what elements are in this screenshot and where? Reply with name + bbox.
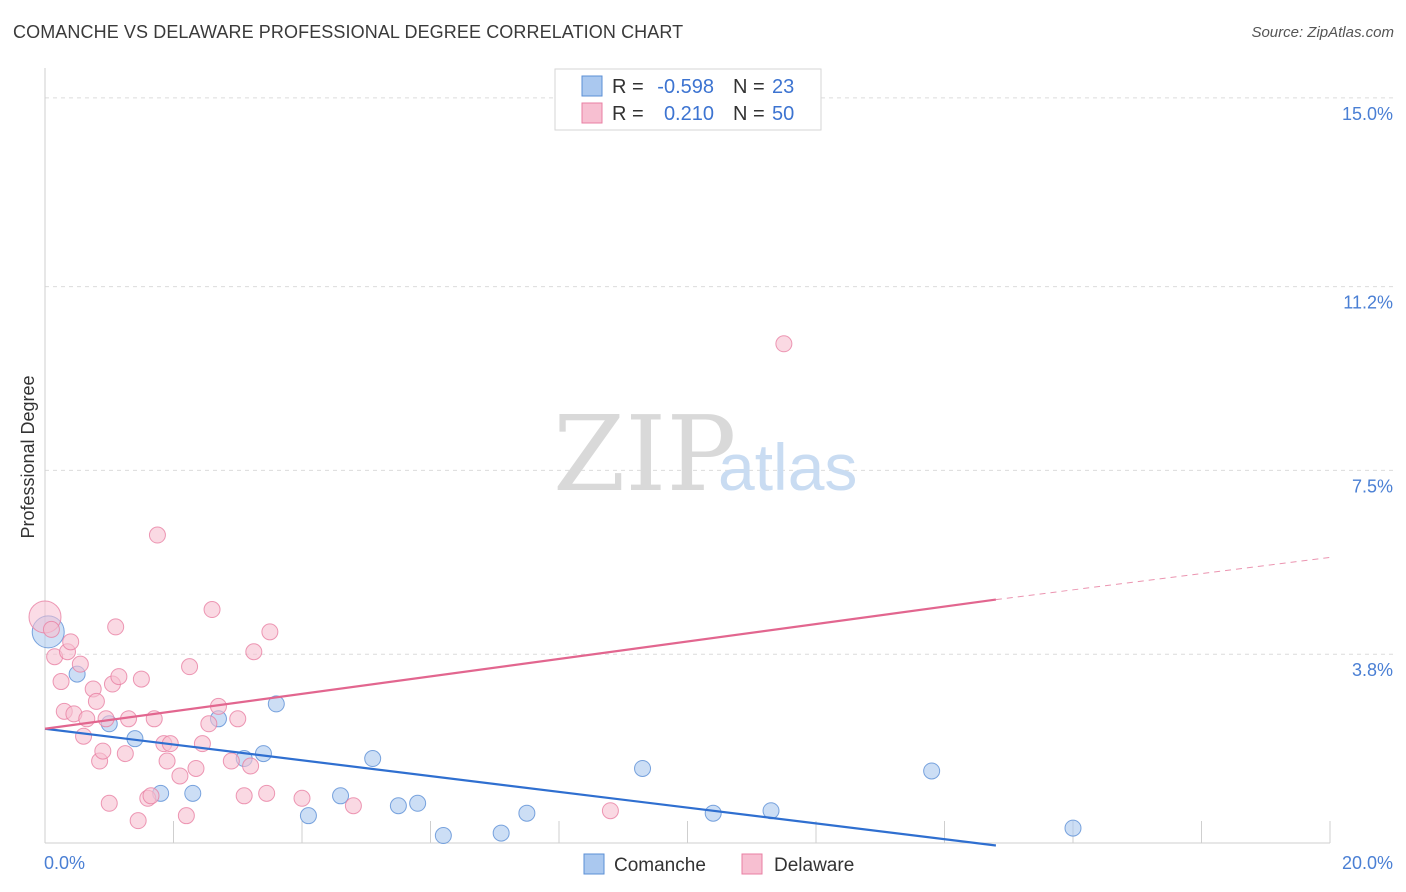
delaware-point-46	[293, 789, 311, 807]
legend-swatch-delaware	[581, 102, 603, 124]
delaware-point-39	[222, 752, 240, 770]
comanche-point-22	[1064, 819, 1082, 837]
delaware-point-31	[171, 767, 189, 785]
delaware-point-19	[110, 668, 128, 686]
legend-n-label-2: N =	[733, 103, 765, 125]
legend-bottom-label-delaware: Delaware	[774, 855, 854, 876]
legend-swatch-comanche	[581, 75, 603, 97]
delaware-point-47	[344, 797, 362, 815]
delaware-point-29	[158, 752, 176, 770]
legend-bottom: Comanche Delaware	[583, 853, 854, 876]
comanche-point-14	[409, 794, 427, 812]
y-tick-label-3: 15.0%	[1342, 104, 1393, 124]
legend-bottom-label-comanche: Comanche	[614, 855, 706, 876]
delaware-point-18	[107, 618, 125, 636]
source-label: Source: ZipAtlas.com	[1251, 24, 1394, 41]
comanche-point-11	[332, 787, 350, 805]
delaware-point-20	[116, 745, 134, 763]
delaware-point-1	[42, 620, 60, 638]
legend-r-label-1: R =	[612, 76, 644, 98]
axes	[44, 68, 1331, 844]
y-tick-label-2: 11.2%	[1343, 293, 1393, 313]
legend-n-value-1: 23	[772, 76, 794, 98]
delaware-point-32	[177, 807, 195, 825]
delaware-point-43	[245, 643, 263, 661]
delaware-point-9	[75, 727, 93, 745]
delaware-point-49	[775, 335, 793, 353]
delaware-point-33	[181, 658, 199, 676]
comanche-point-9	[267, 695, 285, 713]
delaware-point-37	[203, 601, 221, 619]
delaware-point-48	[601, 802, 619, 820]
comanche-trend-line	[44, 727, 997, 847]
delaware-point-23	[132, 670, 150, 688]
delaware-point-27	[148, 526, 166, 544]
y-axis-label: Professional Degree	[18, 375, 38, 538]
legend-r-label-2: R =	[612, 103, 644, 125]
comanche-point-19	[704, 804, 722, 822]
legend-r-value-1: -0.598	[657, 76, 714, 98]
chart-title: COMANCHE VS DELAWARE PROFESSIONAL DEGREE…	[13, 22, 684, 42]
delaware-point-44	[258, 784, 276, 802]
delaware-point-6	[62, 633, 80, 651]
delaware-point-41	[235, 787, 253, 805]
delaware-point-12	[87, 692, 105, 710]
comanche-point-15	[434, 827, 452, 845]
watermark-zip: ZIP	[553, 393, 736, 515]
y-tick-label-0: 3.8%	[1352, 660, 1393, 680]
legend-bottom-swatch-delaware	[741, 853, 763, 875]
legend-n-label-1: N =	[733, 76, 765, 98]
delaware-trend-extension	[995, 556, 1331, 601]
delaware-point-40	[229, 710, 247, 728]
trend-lines	[44, 556, 1331, 847]
comanche-point-13	[389, 797, 407, 815]
delaware-point-42	[242, 757, 260, 775]
comanche-point-12	[364, 750, 382, 768]
delaware-point-22	[129, 812, 147, 830]
legend-n-value-2: 50	[772, 103, 794, 125]
delaware-point-34	[187, 759, 205, 777]
delaware-point-14	[94, 742, 112, 760]
delaware-point-45	[261, 623, 279, 641]
tick-labels: 3.8% 7.5% 11.2% 15.0% 0.0% 20.0%	[44, 104, 1393, 873]
delaware-point-36	[200, 715, 218, 733]
comanche-point-5	[184, 784, 202, 802]
comanche-point-17	[518, 804, 536, 822]
delaware-point-25	[142, 787, 160, 805]
comanche-point-21	[923, 762, 941, 780]
legend-r-value-2: 0.210	[664, 103, 714, 125]
delaware-trend-line	[44, 598, 997, 730]
gridlines	[45, 97, 1395, 655]
delaware-point-3	[52, 673, 70, 691]
legend-top: R = -0.598 N = 23 R = 0.210 N = 50	[554, 68, 822, 131]
comanche-point-18	[634, 759, 652, 777]
x-tick-label-1: 20.0%	[1342, 853, 1393, 873]
delaware-point-8	[71, 655, 89, 673]
comanche-point-16	[492, 824, 510, 842]
delaware-point-16	[100, 794, 118, 812]
y-tick-label-1: 7.5%	[1352, 476, 1393, 496]
x-tick-label-0: 0.0%	[44, 853, 85, 873]
watermark-atlas: atlas	[718, 430, 857, 504]
comanche-point-10	[299, 807, 317, 825]
comanche-point-8	[254, 745, 272, 763]
legend-bottom-swatch-comanche	[583, 853, 605, 875]
